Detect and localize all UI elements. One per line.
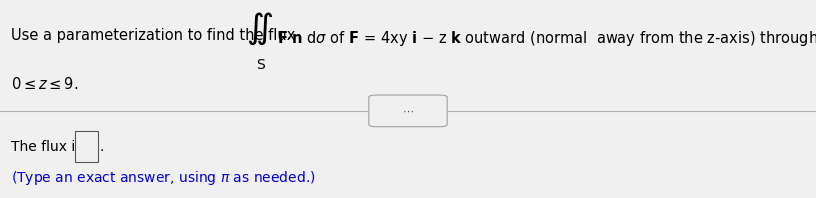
Text: $0 \leq z \leq 9.$: $0 \leq z \leq 9.$ xyxy=(11,76,78,92)
FancyBboxPatch shape xyxy=(369,95,447,127)
FancyBboxPatch shape xyxy=(75,131,98,162)
Text: The flux is: The flux is xyxy=(11,140,82,153)
Text: $\iint$: $\iint$ xyxy=(246,10,273,47)
Text: Use a parameterization to find the flux: Use a parameterization to find the flux xyxy=(11,28,295,43)
Text: $\cdots$: $\cdots$ xyxy=(402,106,414,116)
Text: $\mathbf{F}{\cdot}\mathbf{n}$ d$\sigma$ of $\mathbf{F}$ = 4xy $\mathbf{i}$ $-$ z: $\mathbf{F}{\cdot}\mathbf{n}$ d$\sigma$ … xyxy=(277,22,816,49)
Text: .: . xyxy=(100,140,104,153)
Text: S: S xyxy=(256,58,265,72)
Text: (Type an exact answer, using $\pi$ as needed.): (Type an exact answer, using $\pi$ as ne… xyxy=(11,169,315,187)
